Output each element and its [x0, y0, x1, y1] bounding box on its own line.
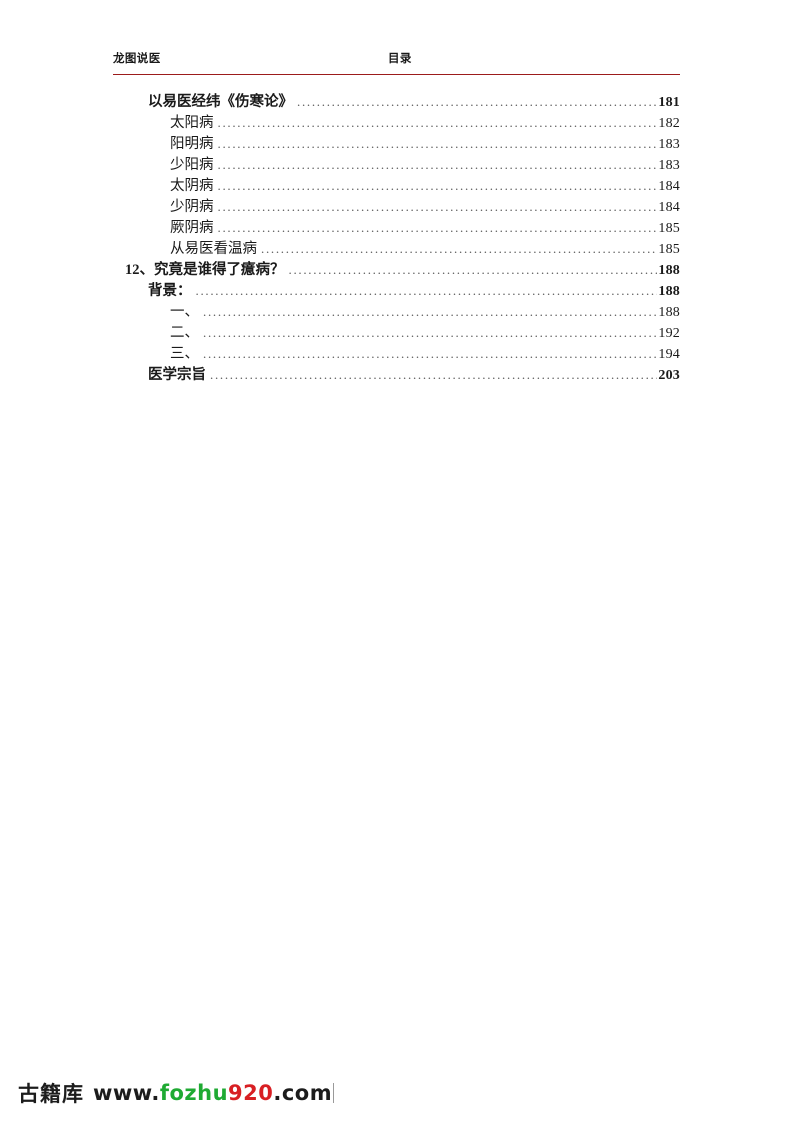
toc-entry-page-number: 188 — [658, 263, 680, 278]
toc-entry[interactable]: 太阴病 184 — [113, 176, 680, 197]
toc-entry[interactable]: 一、 188 — [113, 302, 680, 323]
toc-entry[interactable]: 太阳病 182 — [113, 113, 680, 134]
toc-entry-label: 从易医看温病 — [170, 241, 257, 257]
toc-entry-label: 三、 — [170, 346, 199, 362]
toc-entry-page-number: 185 — [658, 221, 680, 236]
toc-entry[interactable]: 从易医看温病 185 — [113, 239, 680, 260]
toc-entry-page-number: 183 — [658, 137, 680, 152]
toc-dot-leader — [218, 221, 658, 234]
toc-entry-label: 12、究竟是谁得了癔病？ — [125, 262, 285, 278]
toc-entry[interactable]: 少阴病 184 — [113, 197, 680, 218]
toc-entry-page-number: 188 — [658, 284, 680, 299]
toc-entry-label: 少阳病 — [170, 157, 214, 173]
toc-entry[interactable]: 背景： 188 — [113, 281, 680, 302]
header-divider — [113, 74, 680, 75]
toc-entry-page-number: 185 — [658, 242, 680, 257]
toc-entry-page-number: 188 — [658, 305, 680, 320]
watermark-brand: 古籍库 — [18, 1082, 84, 1106]
toc-entry[interactable]: 阳明病 183 — [113, 134, 680, 155]
watermark: 古籍库 www.fozhu920.com — [18, 1076, 335, 1110]
watermark-url-number: 920 — [228, 1081, 274, 1105]
toc-entry-label: 医学宗旨 — [148, 367, 206, 383]
toc-dot-leader — [289, 263, 658, 276]
toc-entry-label: 太阳病 — [170, 115, 214, 131]
toc-dot-leader — [203, 347, 657, 360]
watermark-url-tld: .com — [273, 1081, 333, 1105]
toc-entry-page-number: 203 — [658, 368, 680, 383]
toc-entry-label: 二、 — [170, 325, 199, 341]
text-caret-icon — [333, 1083, 335, 1103]
toc-entry[interactable]: 以易医经纬《伤寒论》 181 — [113, 92, 680, 113]
toc-dot-leader — [203, 305, 657, 318]
toc-entry-page-number: 181 — [658, 95, 680, 110]
watermark-url: www.fozhu920.com — [93, 1081, 335, 1105]
toc-entry-page-number: 194 — [658, 347, 680, 362]
toc-entry[interactable]: 少阳病 183 — [113, 155, 680, 176]
table-of-contents: 以易医经纬《伤寒论》181太阳病182阳明病183少阳病183太阴病184少阴病… — [113, 92, 680, 386]
toc-entry-label: 背景： — [148, 283, 192, 299]
toc-entry[interactable]: 医学宗旨 203 — [113, 365, 680, 386]
toc-dot-leader — [218, 116, 658, 129]
toc-entry-page-number: 192 — [658, 326, 680, 341]
toc-entry-page-number: 183 — [658, 158, 680, 173]
toc-dot-leader — [210, 368, 657, 381]
toc-entry-page-number: 184 — [658, 200, 680, 215]
toc-dot-leader — [261, 242, 657, 255]
toc-dot-leader — [218, 200, 658, 213]
toc-entry-label: 以易医经纬《伤寒论》 — [148, 94, 293, 110]
watermark-url-www: www. — [93, 1081, 160, 1105]
toc-dot-leader — [218, 158, 658, 171]
toc-entry-page-number: 182 — [658, 116, 680, 131]
header-section-title: 目录 — [388, 53, 412, 65]
toc-dot-leader — [196, 284, 658, 297]
toc-entry[interactable]: 二、 192 — [113, 323, 680, 344]
toc-dot-leader — [218, 137, 658, 150]
toc-entry[interactable]: 12、究竟是谁得了癔病？ 188 — [113, 260, 680, 281]
toc-entry-label: 少阴病 — [170, 199, 214, 215]
toc-dot-leader — [297, 95, 657, 108]
toc-entry[interactable]: 厥阴病 185 — [113, 218, 680, 239]
toc-entry-label: 一、 — [170, 304, 199, 320]
toc-dot-leader — [203, 326, 657, 339]
toc-entry-label: 厥阴病 — [170, 220, 214, 236]
toc-entry-label: 太阴病 — [170, 178, 214, 194]
watermark-url-name: fozhu — [159, 1081, 229, 1105]
toc-entry-page-number: 184 — [658, 179, 680, 194]
toc-dot-leader — [218, 179, 658, 192]
toc-entry-label: 阳明病 — [170, 136, 214, 152]
page-header: 龙图说医 目录 — [113, 50, 680, 72]
toc-entry[interactable]: 三、 194 — [113, 344, 680, 365]
header-book-title: 龙图说医 — [113, 53, 161, 65]
